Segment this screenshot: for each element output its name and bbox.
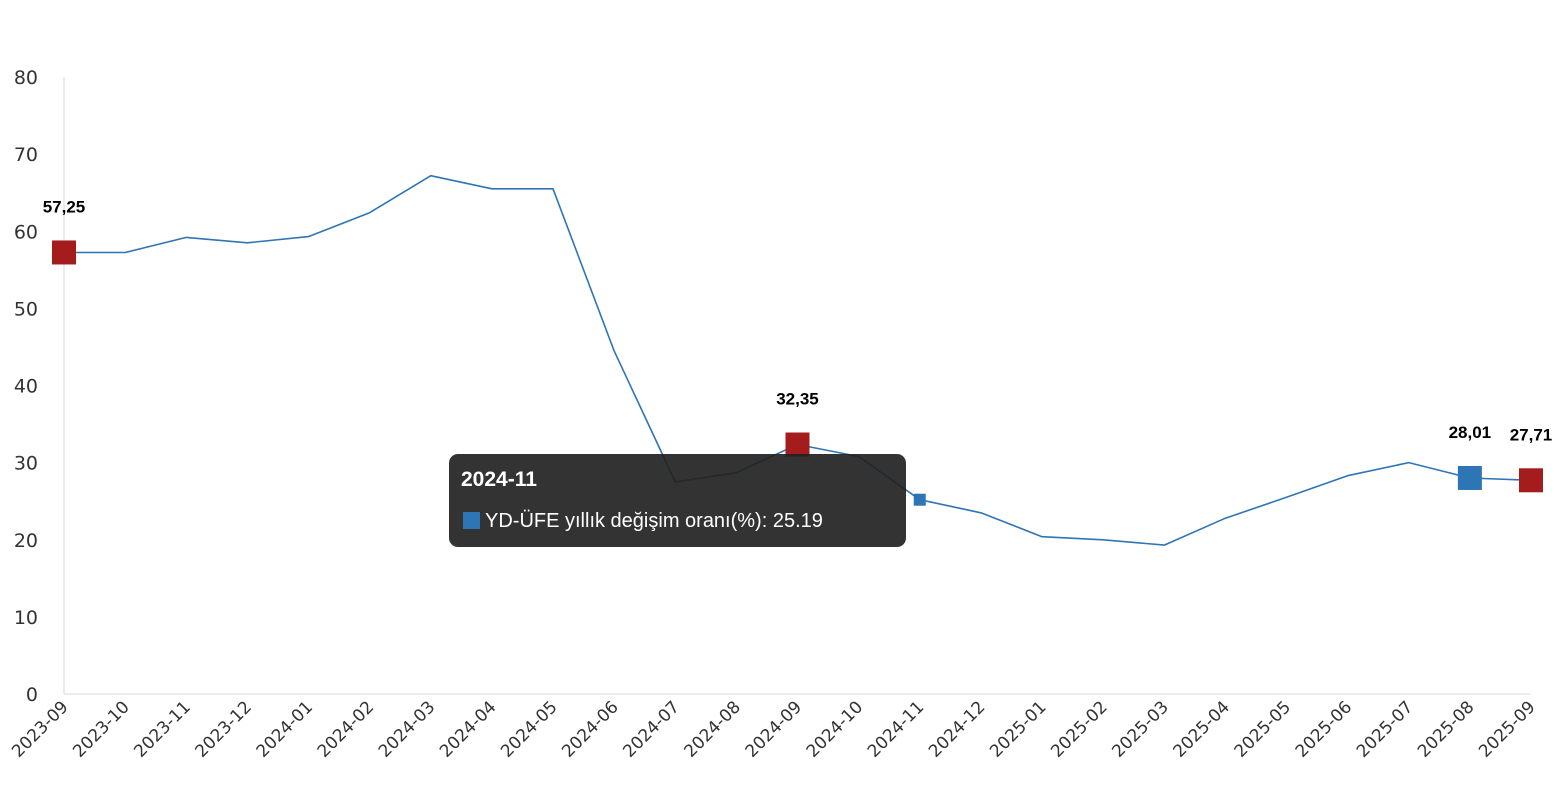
x-tick-label: 2025-08 <box>1414 697 1478 761</box>
x-tick-label: 2025-02 <box>1047 697 1111 761</box>
y-tick-label: 50 <box>14 298 38 320</box>
marker-layer <box>52 240 1543 506</box>
tooltip-series-label: YD-ÜFE yıllık değişim oranı(%) <box>485 510 762 532</box>
x-tick-label: 2024-03 <box>375 697 439 761</box>
y-tick-label: 60 <box>14 221 38 243</box>
x-tick-label: 2024-07 <box>619 697 683 761</box>
x-tick-label: 2024-12 <box>925 697 989 761</box>
x-tick-label: 2024-05 <box>497 697 561 761</box>
x-tick-label: 2023-09 <box>8 697 72 761</box>
x-tick-label: 2025-03 <box>1108 697 1172 761</box>
x-tick-label: 2024-06 <box>558 697 622 761</box>
y-tick-label: 20 <box>14 530 38 552</box>
hover-point-marker[interactable] <box>913 493 926 506</box>
x-tick-label: 2025-07 <box>1353 697 1417 761</box>
x-tick-label: 2025-05 <box>1231 697 1295 761</box>
x-tick-label: 2024-08 <box>681 697 745 761</box>
x-tick-label: 2024-02 <box>314 697 378 761</box>
tooltip-title: 2024-11 <box>461 468 537 491</box>
y-tick-label: 10 <box>14 607 38 629</box>
tooltip-separator: : <box>761 510 773 532</box>
x-tick-label: 2024-01 <box>253 697 317 761</box>
y-axis: 0 10 20 30 40 50 60 70 80 <box>14 67 65 706</box>
data-label: 28,01 <box>1449 423 1492 442</box>
y-tick-label: 0 <box>26 684 38 706</box>
highlight-point-marker[interactable] <box>1519 468 1543 493</box>
x-tick-label: 2024-10 <box>803 697 867 761</box>
y-tick-label: 80 <box>14 67 38 89</box>
chart-tooltip: 2024-11 YD-ÜFE yıllık değişim oranı(%): … <box>449 454 906 547</box>
x-tick-label: 2023-11 <box>130 697 194 761</box>
x-axis: 2023-092023-102023-112023-122024-012024-… <box>8 693 1540 762</box>
x-tick-label: 2024-09 <box>742 697 806 761</box>
highlight-point-marker[interactable] <box>785 432 810 457</box>
x-tick-label: 2024-11 <box>864 697 928 761</box>
y-tick-label: 30 <box>14 453 38 475</box>
data-label: 32,35 <box>776 390 819 409</box>
highlight-point-marker[interactable] <box>52 240 76 265</box>
tooltip-value: 25.19 <box>772 510 823 532</box>
x-tick-label: 2023-12 <box>192 697 256 761</box>
data-label-layer: 57,25 32,35 28,01 27,71 <box>43 197 1553 444</box>
y-tick-label: 40 <box>14 376 38 398</box>
x-tick-label: 2025-09 <box>1475 697 1539 761</box>
data-label: 27,71 <box>1510 425 1553 444</box>
tooltip-row: YD-ÜFE yıllık değişim oranı(%): 25.19 <box>463 510 823 533</box>
x-tick-label: 2024-04 <box>436 697 500 761</box>
data-label: 57,25 <box>43 197 86 216</box>
x-tick-label: 2023-10 <box>69 697 133 761</box>
tooltip-series-swatch <box>463 512 480 529</box>
y-tick-label: 70 <box>14 144 38 166</box>
x-tick-label: 2025-01 <box>986 697 1050 761</box>
highlight-point-marker[interactable] <box>1457 465 1482 490</box>
x-tick-label: 2025-06 <box>1292 697 1356 761</box>
x-tick-label: 2025-04 <box>1170 697 1234 761</box>
